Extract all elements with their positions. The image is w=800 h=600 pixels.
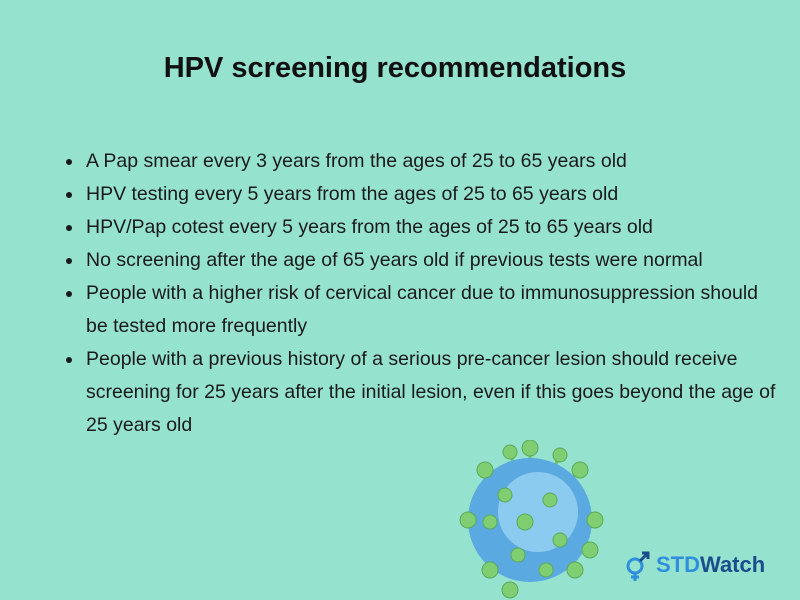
bullet-item: People with a previous history of a seri… — [84, 343, 784, 442]
logo-icon — [626, 551, 650, 581]
virus-illustration — [459, 440, 604, 599]
bullet-item: A Pap smear every 3 years from the ages … — [84, 145, 784, 178]
logo: STD Watch — [622, 548, 765, 582]
logo-text-part2: Watch — [700, 552, 766, 577]
bullet-item: People with a higher risk of cervical ca… — [84, 277, 784, 343]
bullet-item: HPV testing every 5 years from the ages … — [84, 178, 784, 211]
logo-text-part1: STD — [656, 552, 700, 577]
bullet-item: HPV/Pap cotest every 5 years from the ag… — [84, 211, 784, 244]
bullet-list: A Pap smear every 3 years from the ages … — [62, 145, 784, 442]
bullet-item: No screening after the age of 65 years o… — [84, 244, 784, 277]
title: HPV screening recommendations — [163, 52, 627, 84]
